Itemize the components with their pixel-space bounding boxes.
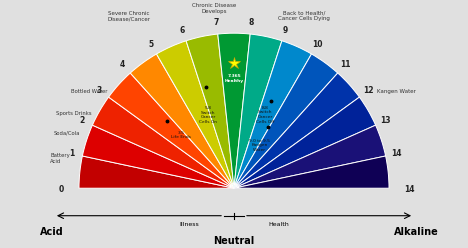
Text: Illness: Illness: [179, 222, 199, 227]
Wedge shape: [92, 97, 234, 188]
Text: 13: 13: [380, 116, 391, 125]
Text: 7: 7: [214, 18, 219, 27]
Text: Chronic Disease
Develops: Chronic Disease Develops: [192, 3, 236, 14]
Text: Neutral: Neutral: [213, 236, 255, 246]
Text: 8.8
Switch
Cancer
Cells Off: 8.8 Switch Cancer Cells Off: [256, 106, 275, 124]
Text: 5.8
Switch
Cancer
Cells On: 5.8 Switch Cancer Cells On: [199, 106, 218, 124]
Text: 0: 0: [59, 185, 64, 194]
Text: Kangen Water: Kangen Water: [377, 90, 416, 94]
Wedge shape: [234, 34, 282, 188]
Text: Health: Health: [269, 222, 289, 227]
Wedge shape: [186, 34, 234, 188]
Text: 11: 11: [340, 60, 351, 69]
Text: 10: 10: [312, 40, 322, 49]
Text: 14: 14: [391, 149, 402, 158]
Text: Back to Health/
Cancer Cells Dying: Back to Health/ Cancer Cells Dying: [278, 11, 330, 22]
Text: Sports Drinks: Sports Drinks: [57, 111, 92, 116]
Wedge shape: [234, 125, 386, 188]
Wedge shape: [234, 54, 338, 188]
Text: 3.5
Life Ends: 3.5 Life Ends: [171, 131, 191, 139]
Text: 9.0 to 9.5
Kangen
Water: 9.0 to 9.5 Kangen Water: [249, 139, 270, 152]
Text: Severe Chronic
Disease/Cancer: Severe Chronic Disease/Cancer: [108, 11, 151, 22]
Text: 2: 2: [80, 116, 85, 125]
Wedge shape: [109, 73, 234, 188]
Wedge shape: [218, 33, 250, 188]
Text: Bottled Water: Bottled Water: [72, 90, 108, 94]
Text: 4: 4: [120, 60, 125, 69]
Text: 12: 12: [363, 86, 374, 95]
Wedge shape: [234, 73, 359, 188]
Text: 6: 6: [180, 26, 185, 34]
Text: Acid: Acid: [40, 227, 63, 237]
Wedge shape: [234, 97, 376, 188]
Text: 9: 9: [283, 26, 288, 34]
Text: 14: 14: [404, 185, 415, 194]
Wedge shape: [130, 54, 234, 188]
Wedge shape: [156, 41, 234, 188]
Wedge shape: [234, 156, 389, 188]
Text: 8: 8: [249, 18, 254, 27]
Text: Soda/Cola: Soda/Cola: [54, 131, 80, 136]
Text: Battery
Acid: Battery Acid: [50, 153, 70, 164]
Text: 3: 3: [97, 86, 102, 95]
Text: 5: 5: [148, 40, 154, 49]
Text: 1: 1: [69, 149, 74, 158]
Text: Alkaline: Alkaline: [394, 227, 439, 237]
Wedge shape: [79, 156, 234, 188]
Wedge shape: [234, 41, 312, 188]
Wedge shape: [82, 125, 234, 188]
Text: 7.365
Healthy: 7.365 Healthy: [225, 74, 243, 83]
